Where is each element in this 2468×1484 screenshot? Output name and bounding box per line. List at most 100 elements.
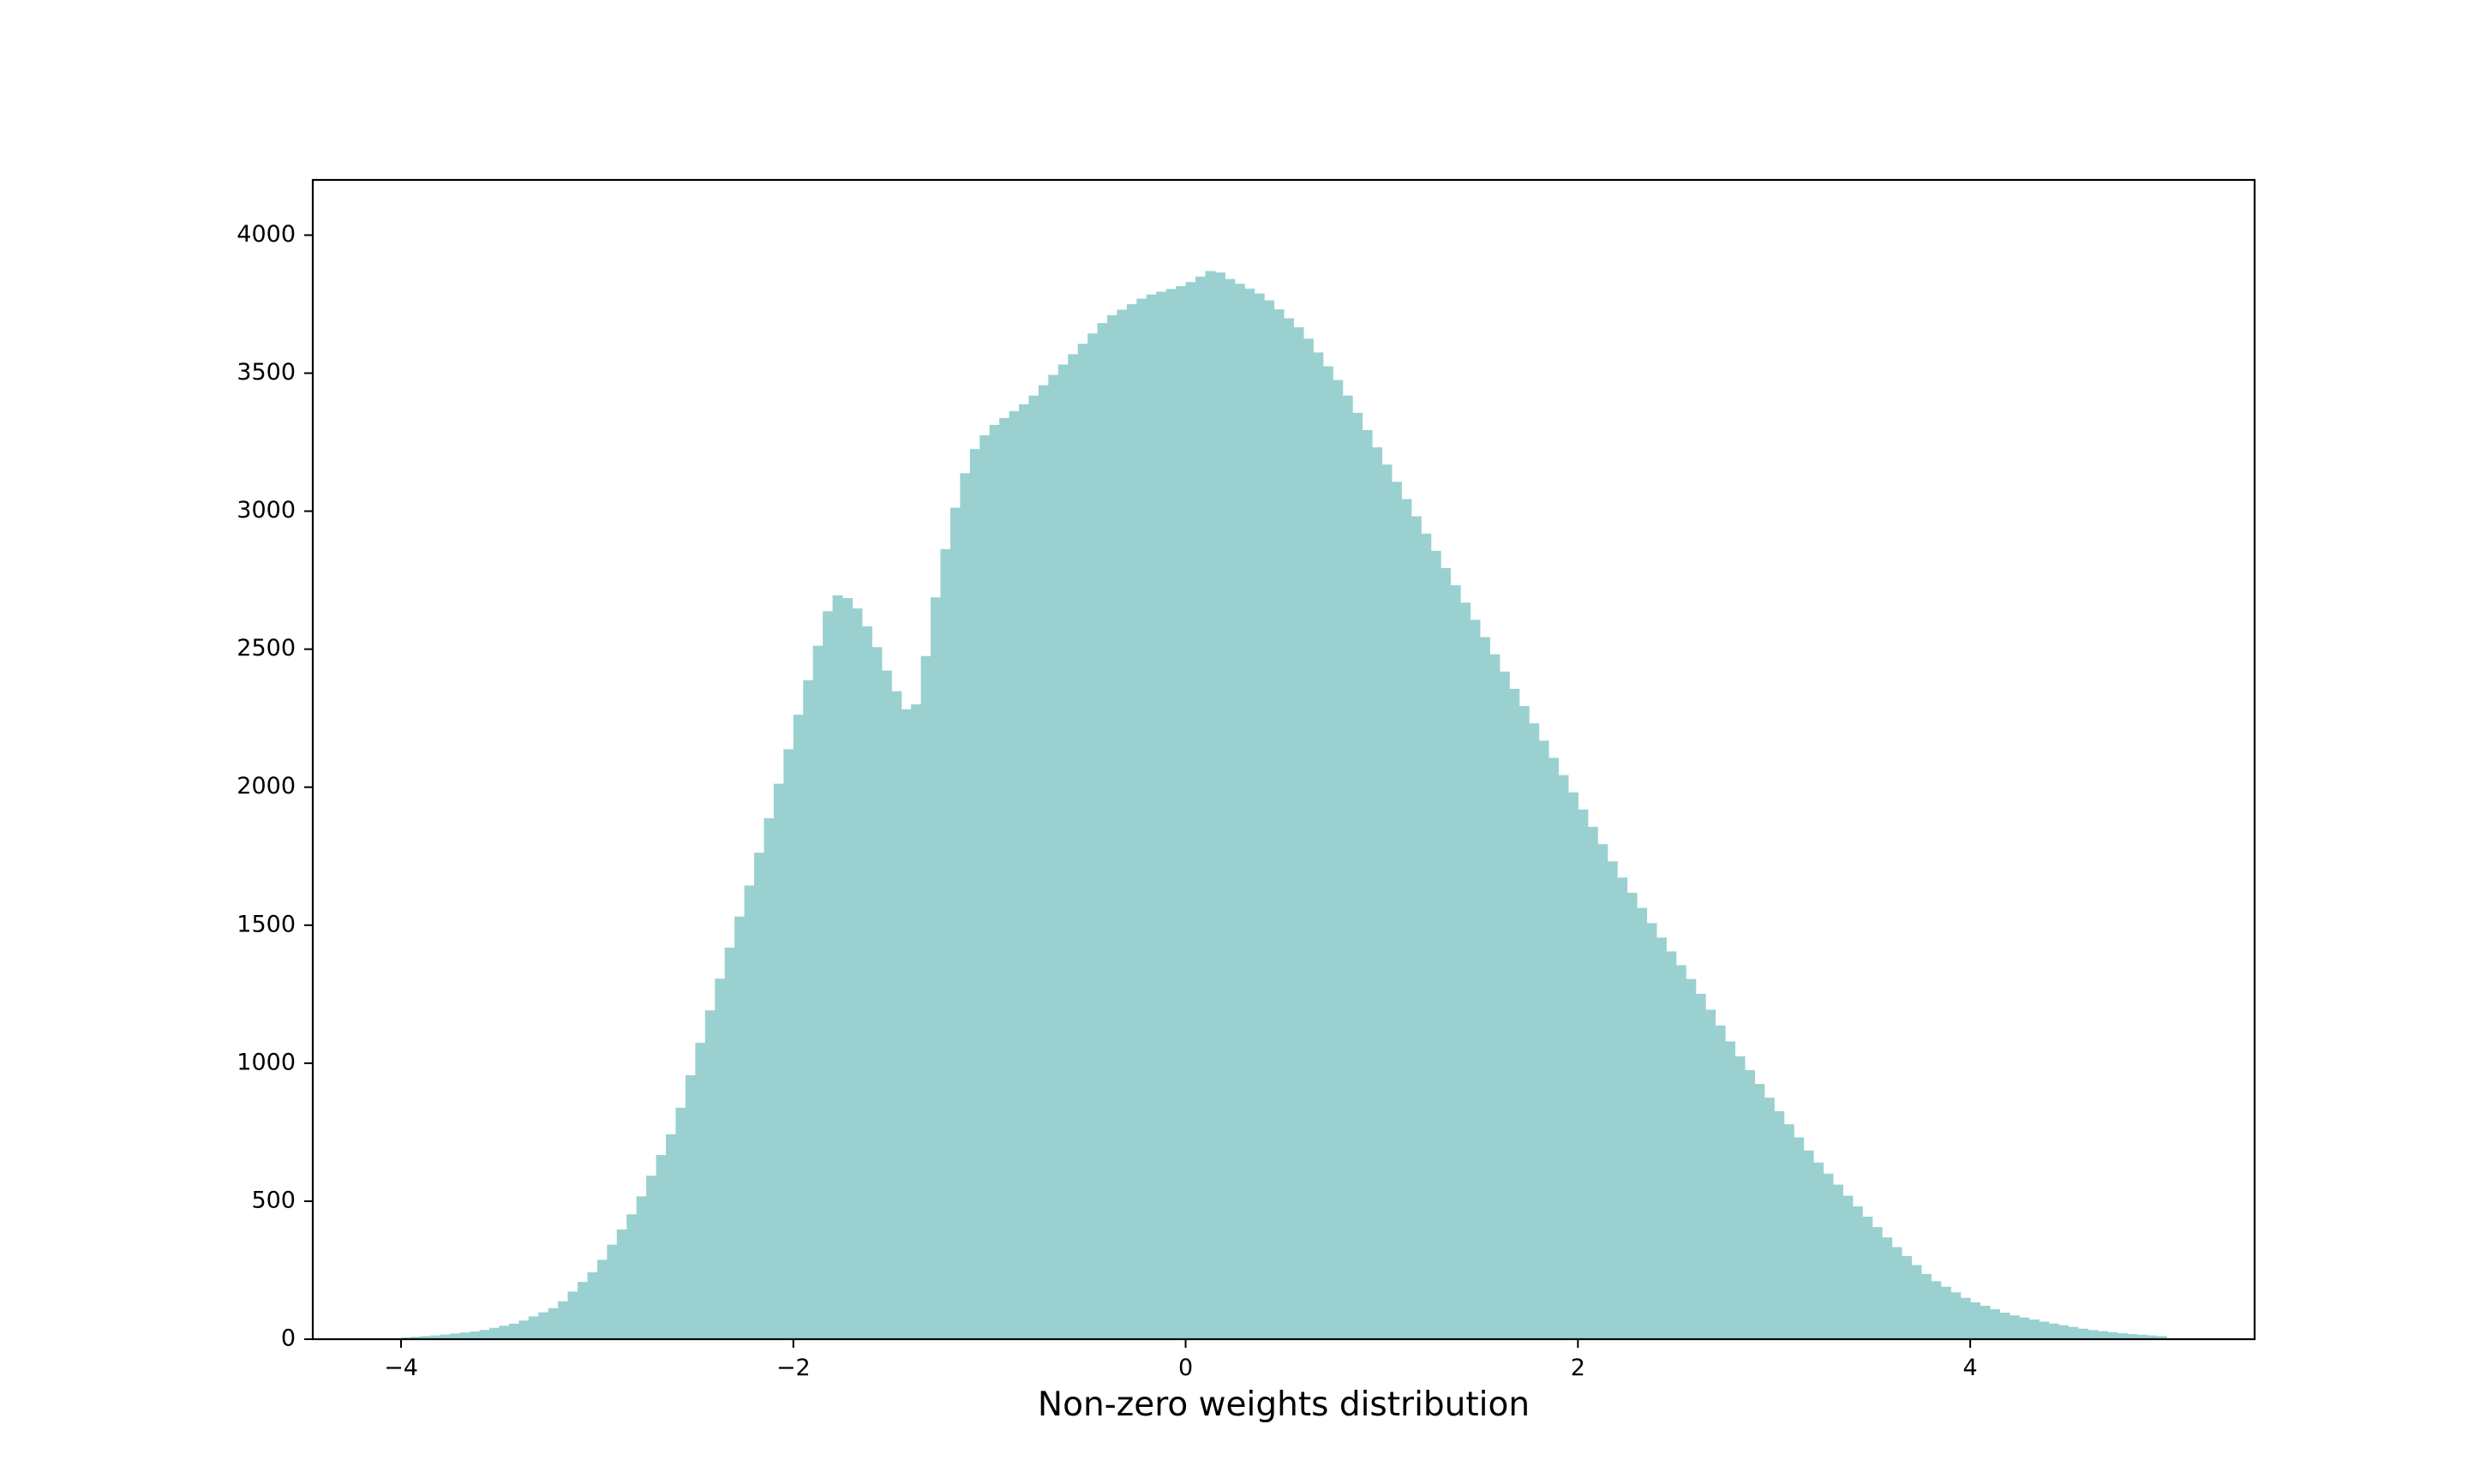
x-tick-label: −4: [384, 1355, 418, 1381]
histogram-bar: [1303, 338, 1314, 1340]
histogram-bar: [1479, 637, 1490, 1339]
histogram-bar: [430, 1335, 441, 1339]
histogram-bar: [1264, 300, 1275, 1339]
histogram-bar: [1558, 775, 1569, 1339]
y-tick-label: 1500: [237, 911, 296, 937]
histogram-bar: [979, 434, 991, 1340]
histogram-bar: [1980, 1305, 1991, 1339]
histogram-bar: [479, 1330, 490, 1339]
histogram-bar: [989, 424, 1000, 1339]
histogram-bar: [1097, 323, 1108, 1339]
histogram-bar: [587, 1272, 598, 1339]
histogram-bar: [1352, 412, 1363, 1339]
histogram-bar: [911, 704, 922, 1339]
histogram-bar: [1009, 410, 1020, 1339]
histogram-bar: [695, 1043, 706, 1339]
histogram-bar: [1214, 272, 1225, 1339]
histogram-bar: [842, 598, 854, 1339]
y-tick-label: 3500: [237, 359, 296, 386]
histogram-bar: [578, 1282, 589, 1339]
histogram-bar: [518, 1320, 530, 1339]
histogram-bar: [1950, 1292, 1962, 1339]
histogram-bar: [1764, 1098, 1775, 1340]
histogram-bar: [1509, 688, 1520, 1339]
histogram-bar: [1322, 366, 1333, 1340]
histogram-bar: [636, 1196, 647, 1339]
histogram-bar: [1195, 276, 1207, 1339]
histogram-bar: [861, 626, 872, 1339]
histogram-bar: [626, 1214, 638, 1339]
histogram-bar: [1686, 978, 1697, 1339]
histogram-bar: [1656, 937, 1667, 1339]
histogram-bar: [1450, 585, 1461, 1339]
histogram-bar: [2068, 1326, 2079, 1339]
histogram-bar: [1391, 482, 1402, 1339]
histogram-bar: [940, 548, 951, 1339]
histogram-bar: [960, 473, 971, 1339]
histogram-bar: [1205, 271, 1216, 1339]
y-tick-label: 4000: [237, 221, 296, 248]
histogram-bar: [852, 608, 863, 1339]
histogram-bar: [2078, 1328, 2089, 1339]
histogram-bar: [1931, 1281, 1942, 1339]
histogram-bar: [489, 1327, 500, 1339]
histogram-bar: [1872, 1227, 1883, 1339]
histogram-bar: [1940, 1286, 1951, 1339]
histogram-bar: [773, 783, 784, 1339]
x-tick-label: 4: [1963, 1355, 1978, 1381]
plot-frame: [311, 178, 2256, 1341]
histogram-bar: [656, 1154, 667, 1339]
histogram-bar: [1774, 1110, 1785, 1339]
histogram-bar: [1715, 1025, 1726, 1339]
histogram-bar: [1617, 877, 1628, 1339]
histogram-bar: [1990, 1308, 2001, 1339]
histogram-bar: [1794, 1137, 1805, 1339]
histogram-bar: [1107, 314, 1118, 1340]
histogram-bar: [2009, 1315, 2020, 1339]
histogram-bar: [734, 916, 746, 1339]
histogram-bar: [548, 1307, 559, 1339]
histogram-bar: [2156, 1336, 2167, 1339]
x-tick-label: −2: [776, 1355, 811, 1381]
histogram-bar: [704, 1010, 716, 1339]
histogram-bar: [715, 978, 726, 1339]
histogram-bar: [1823, 1173, 1834, 1339]
histogram-bar: [823, 611, 834, 1339]
histogram-bar: [1470, 619, 1481, 1339]
histogram-bar: [949, 507, 961, 1339]
histogram-bar: [2058, 1325, 2070, 1339]
histogram-bar: [1126, 303, 1137, 1340]
histogram-bar: [1441, 568, 1452, 1339]
histogram-bar: [2136, 1334, 2148, 1339]
histogram-bar: [1519, 706, 1530, 1339]
histogram-bar: [1019, 404, 1030, 1339]
histogram-bar: [596, 1260, 608, 1339]
histogram-bar: [1156, 291, 1167, 1340]
histogram-bar: [1960, 1297, 1971, 1339]
x-axis-label: Non-zero weights distribution: [1038, 1385, 1530, 1424]
histogram-bar: [1234, 284, 1245, 1340]
y-tick-label: 500: [251, 1187, 296, 1213]
x-tick-label: 2: [1571, 1355, 1585, 1381]
histogram-bar: [2117, 1332, 2128, 1339]
histogram-bar: [2127, 1333, 2138, 1339]
histogram-bar: [1176, 286, 1187, 1339]
histogram-bar: [666, 1134, 677, 1339]
histogram-bar: [1734, 1056, 1746, 1339]
histogram-bar: [999, 417, 1010, 1340]
histogram-bar: [969, 449, 980, 1339]
y-axis-ticks: 0 500 1000 1500 2000 2500 3000 3500 4000: [237, 221, 313, 1352]
y-tick-label: 2500: [237, 635, 296, 661]
histogram-bar: [2097, 1331, 2108, 1339]
histogram-bar: [1068, 354, 1079, 1340]
histogram-bar: [646, 1176, 657, 1339]
histogram-bar: [2028, 1319, 2040, 1339]
histogram-bar: [1882, 1237, 1893, 1339]
histogram-bar: [1028, 395, 1039, 1339]
histogram-bar: [1146, 294, 1157, 1340]
histogram-bar: [1333, 380, 1344, 1339]
histogram-bar: [1852, 1206, 1863, 1339]
histogram-bar: [2088, 1330, 2099, 1339]
histogram-bars: [401, 271, 2167, 1340]
